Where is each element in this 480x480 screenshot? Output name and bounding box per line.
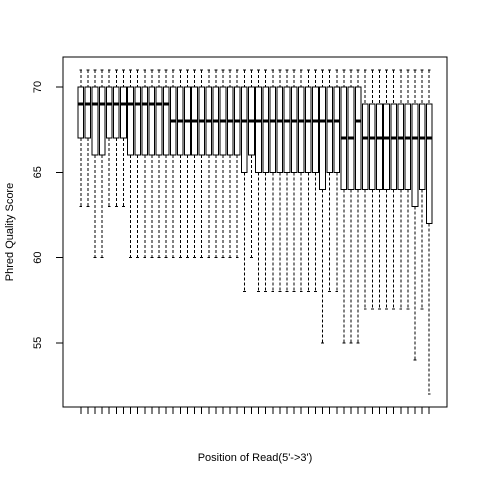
plot-frame xyxy=(62,56,448,408)
box xyxy=(105,86,113,139)
box xyxy=(91,86,99,156)
box xyxy=(77,86,85,139)
y-tick-label: 65 xyxy=(32,166,44,178)
box xyxy=(297,86,305,173)
box xyxy=(404,103,412,190)
box xyxy=(155,86,163,156)
box xyxy=(141,86,149,156)
box xyxy=(84,86,92,139)
box xyxy=(383,103,390,190)
x-axis-label: Position of Read(5'->3') xyxy=(198,452,313,464)
box xyxy=(418,103,426,190)
box xyxy=(411,103,419,207)
box xyxy=(354,86,362,190)
box xyxy=(255,86,262,173)
box xyxy=(127,86,134,156)
box xyxy=(319,86,326,190)
box xyxy=(312,86,319,173)
box xyxy=(304,86,312,173)
box xyxy=(397,103,405,190)
box xyxy=(240,86,248,173)
box xyxy=(333,86,341,173)
y-axis-label: Phred Quality Score xyxy=(4,183,16,281)
y-tick-label: 70 xyxy=(32,81,44,93)
box xyxy=(98,86,106,156)
box xyxy=(148,86,156,156)
box xyxy=(326,86,334,173)
box xyxy=(283,86,291,173)
box xyxy=(368,103,376,190)
box xyxy=(269,86,277,173)
box xyxy=(361,103,369,190)
box xyxy=(276,86,284,173)
box xyxy=(112,86,120,139)
box xyxy=(290,86,298,173)
box xyxy=(162,86,170,156)
y-tick-label: 55 xyxy=(32,337,44,349)
box xyxy=(425,103,433,224)
box xyxy=(390,103,398,190)
box xyxy=(262,86,270,173)
y-tick-label: 60 xyxy=(32,251,44,263)
box xyxy=(376,103,383,190)
box xyxy=(134,86,142,156)
box xyxy=(120,86,127,139)
